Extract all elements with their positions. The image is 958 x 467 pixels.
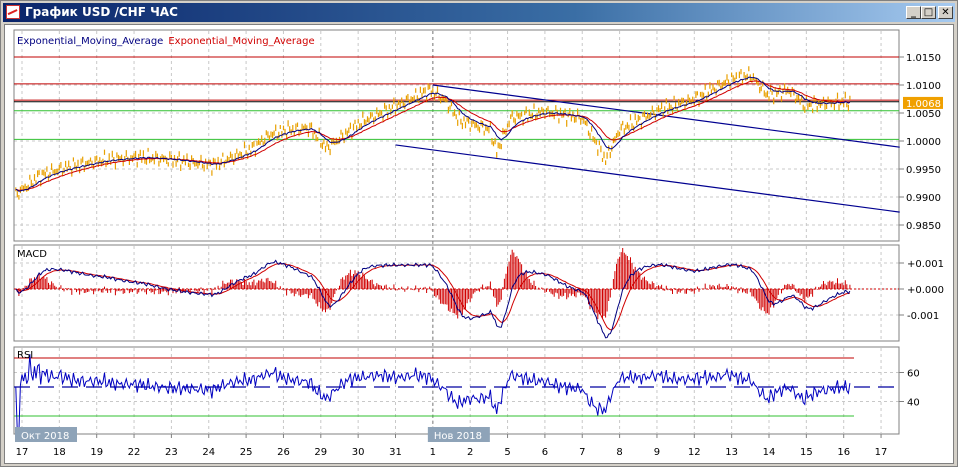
minimize-button[interactable]: _ bbox=[906, 6, 921, 19]
price-axis-label: 1.0000 bbox=[906, 137, 941, 148]
date-axis-label: 1 bbox=[430, 447, 436, 458]
chart-area bbox=[4, 24, 954, 464]
macd-histogram bbox=[16, 248, 851, 320]
date-axis-label: 6 bbox=[542, 447, 548, 458]
date-axis-label: 16 bbox=[837, 447, 850, 458]
macd-panel bbox=[13, 244, 900, 342]
chart-app-icon bbox=[6, 5, 20, 19]
month-label: Окт 2018 bbox=[21, 431, 69, 442]
current-price-label: 1.0068 bbox=[906, 99, 941, 110]
window-title: График USD /CHF ЧАС bbox=[25, 5, 178, 19]
price-axis-label: 0.9900 bbox=[906, 193, 941, 204]
macd-signal-line bbox=[15, 263, 851, 331]
ema-fast-line bbox=[15, 76, 851, 192]
price-axis-label: 1.0050 bbox=[906, 109, 941, 120]
rsi-panel bbox=[13, 346, 900, 435]
date-axis-label: 24 bbox=[202, 447, 215, 458]
current-price-badge bbox=[903, 96, 943, 109]
month-label-box bbox=[15, 427, 77, 442]
title-bar[interactable]: График USD /CHF ЧАС _ □ ✕ bbox=[3, 3, 955, 22]
price-axis-label: 1.0100 bbox=[906, 81, 941, 92]
macd-axis-label: -0.001 bbox=[907, 311, 939, 322]
date-axis-label: 7 bbox=[579, 447, 585, 458]
date-axis-label: 12 bbox=[688, 447, 701, 458]
date-axis-label: 13 bbox=[725, 447, 738, 458]
price-axis-label: 0.9950 bbox=[906, 165, 941, 176]
axes: 1.0150 1.0100 1.0050 1.0000 0.9950 0.9900 0.98… bbox=[15, 53, 944, 458]
date-axis-label: 25 bbox=[240, 447, 253, 458]
date-axis-label: 5 bbox=[504, 447, 510, 458]
trendline[interactable] bbox=[395, 144, 900, 213]
rsi-axis-label: 40 bbox=[907, 398, 920, 409]
month-label: Нов 2018 bbox=[434, 431, 482, 442]
date-axis-label: 26 bbox=[277, 447, 290, 458]
close-button[interactable]: ✕ bbox=[938, 6, 953, 19]
legend-ema-fast: Exponential_Moving_Average bbox=[17, 36, 163, 47]
rsi-title: RSI bbox=[17, 350, 33, 361]
date-axis-label: 9 bbox=[654, 447, 660, 458]
date-axis-label: 17 bbox=[16, 447, 29, 458]
maximize-button[interactable]: □ bbox=[921, 6, 936, 19]
macd-axis-label: +0.001 bbox=[907, 259, 944, 270]
rsi-line bbox=[15, 354, 851, 433]
grid bbox=[14, 31, 899, 440]
legend-ema-slow: Exponential_Moving_Average bbox=[168, 36, 314, 47]
month-label-box bbox=[427, 427, 490, 442]
rsi-axis-label: 60 bbox=[907, 369, 920, 380]
chart-marks bbox=[15, 66, 851, 433]
price-axis-label: 1.0150 bbox=[906, 53, 941, 64]
macd-line bbox=[15, 259, 851, 339]
date-axis-label: 23 bbox=[165, 447, 178, 458]
price-panel bbox=[13, 29, 900, 242]
date-axis-label: 31 bbox=[389, 447, 402, 458]
macd-axis-label: +0.000 bbox=[907, 285, 944, 296]
horizontal-levels bbox=[14, 56, 900, 417]
date-axis-label: 18 bbox=[53, 447, 66, 458]
date-axis-label: 17 bbox=[875, 447, 888, 458]
price-axis-label: 0.9850 bbox=[906, 221, 941, 232]
date-axis-label: 14 bbox=[763, 447, 776, 458]
date-axis-label: 8 bbox=[616, 447, 622, 458]
date-axis-label: 30 bbox=[352, 447, 365, 458]
date-axis-label: 22 bbox=[128, 447, 141, 458]
macd-title: MACD bbox=[17, 249, 47, 260]
date-axis-label: 29 bbox=[314, 447, 327, 458]
date-axis-label: 2 bbox=[467, 447, 473, 458]
date-axis-label: 19 bbox=[90, 447, 103, 458]
date-axis-label: 15 bbox=[800, 447, 813, 458]
